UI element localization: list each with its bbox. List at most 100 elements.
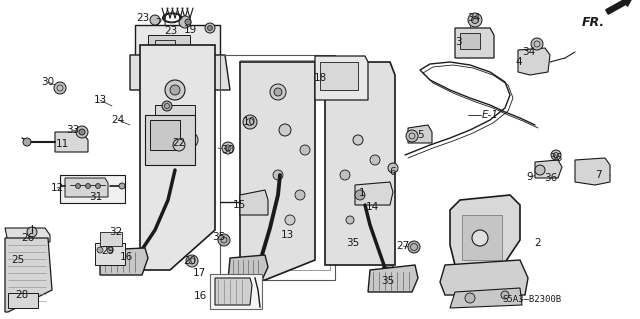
- Bar: [95, 243, 125, 265]
- Circle shape: [86, 183, 90, 189]
- Circle shape: [173, 139, 185, 151]
- Bar: [462, 215, 502, 260]
- Circle shape: [76, 126, 88, 138]
- Polygon shape: [5, 238, 52, 312]
- Circle shape: [162, 101, 172, 111]
- Text: 4: 4: [516, 57, 522, 67]
- Circle shape: [351, 86, 358, 93]
- Circle shape: [179, 16, 191, 28]
- Polygon shape: [408, 125, 432, 143]
- Text: 5: 5: [418, 130, 424, 140]
- Text: 29: 29: [101, 246, 115, 256]
- Circle shape: [23, 138, 31, 146]
- Circle shape: [186, 136, 194, 144]
- Circle shape: [205, 23, 215, 33]
- Circle shape: [165, 80, 185, 100]
- Circle shape: [295, 190, 305, 200]
- Text: 35: 35: [212, 232, 226, 242]
- Circle shape: [388, 163, 398, 173]
- Text: 32: 32: [109, 227, 123, 237]
- Text: 2: 2: [534, 238, 541, 248]
- Circle shape: [119, 183, 125, 189]
- Circle shape: [243, 115, 257, 129]
- Circle shape: [365, 195, 375, 205]
- Text: 25: 25: [12, 255, 24, 265]
- Text: 31: 31: [90, 192, 102, 202]
- Circle shape: [222, 142, 234, 154]
- Circle shape: [465, 293, 475, 303]
- Text: 13: 13: [93, 95, 107, 105]
- Text: 23: 23: [136, 13, 150, 23]
- Polygon shape: [535, 160, 562, 178]
- Bar: [155, 40, 175, 58]
- Text: 18: 18: [314, 73, 326, 83]
- Text: 27: 27: [396, 241, 410, 251]
- Text: 3: 3: [454, 37, 461, 47]
- Polygon shape: [140, 45, 215, 270]
- Text: 1: 1: [358, 188, 365, 198]
- Polygon shape: [575, 158, 610, 185]
- Circle shape: [185, 19, 191, 25]
- Circle shape: [79, 129, 85, 135]
- Polygon shape: [5, 228, 50, 242]
- Circle shape: [535, 165, 545, 175]
- Polygon shape: [355, 182, 393, 205]
- Text: 20: 20: [184, 256, 196, 266]
- Polygon shape: [145, 115, 195, 165]
- Text: 16: 16: [193, 291, 207, 301]
- Polygon shape: [368, 265, 418, 292]
- Text: 17: 17: [193, 268, 205, 278]
- Circle shape: [207, 26, 212, 31]
- Circle shape: [472, 17, 479, 24]
- Text: 15: 15: [232, 200, 246, 210]
- Bar: [155, 105, 195, 130]
- Text: 9: 9: [527, 172, 533, 182]
- Text: E-1: E-1: [481, 110, 499, 120]
- Polygon shape: [240, 62, 315, 280]
- Circle shape: [182, 132, 198, 148]
- Circle shape: [171, 151, 179, 159]
- FancyArrow shape: [606, 0, 632, 14]
- Circle shape: [218, 234, 230, 246]
- Text: 33: 33: [67, 125, 79, 135]
- Circle shape: [107, 247, 113, 253]
- Circle shape: [274, 88, 282, 96]
- Polygon shape: [135, 25, 220, 85]
- Polygon shape: [100, 248, 148, 275]
- Circle shape: [270, 84, 286, 100]
- Circle shape: [501, 291, 509, 299]
- Circle shape: [346, 216, 354, 224]
- Circle shape: [472, 230, 488, 246]
- Bar: [320, 62, 358, 90]
- Text: 30: 30: [221, 145, 235, 155]
- Polygon shape: [215, 278, 252, 305]
- Bar: [460, 33, 480, 49]
- Text: 19: 19: [184, 25, 196, 35]
- Text: FR.: FR.: [581, 16, 605, 28]
- Text: S5A3—B2300B: S5A3—B2300B: [502, 295, 561, 305]
- Text: 34: 34: [467, 13, 481, 23]
- Circle shape: [468, 13, 482, 27]
- Bar: [60, 175, 125, 203]
- Polygon shape: [315, 56, 368, 100]
- Text: 13: 13: [280, 230, 294, 240]
- Bar: [8, 293, 38, 308]
- Circle shape: [27, 227, 37, 237]
- Text: 24: 24: [111, 115, 125, 125]
- Circle shape: [406, 130, 418, 142]
- Polygon shape: [518, 48, 550, 75]
- Circle shape: [97, 247, 103, 253]
- Circle shape: [351, 237, 363, 249]
- Circle shape: [95, 183, 100, 189]
- Text: 12: 12: [51, 183, 63, 193]
- Circle shape: [355, 190, 365, 200]
- Bar: [148, 35, 190, 65]
- Text: 14: 14: [365, 202, 379, 212]
- Circle shape: [76, 183, 81, 189]
- Text: 21: 21: [156, 18, 168, 28]
- Circle shape: [254, 194, 266, 206]
- Polygon shape: [240, 190, 268, 215]
- Polygon shape: [55, 132, 88, 152]
- Text: 36: 36: [545, 173, 557, 183]
- Circle shape: [285, 215, 295, 225]
